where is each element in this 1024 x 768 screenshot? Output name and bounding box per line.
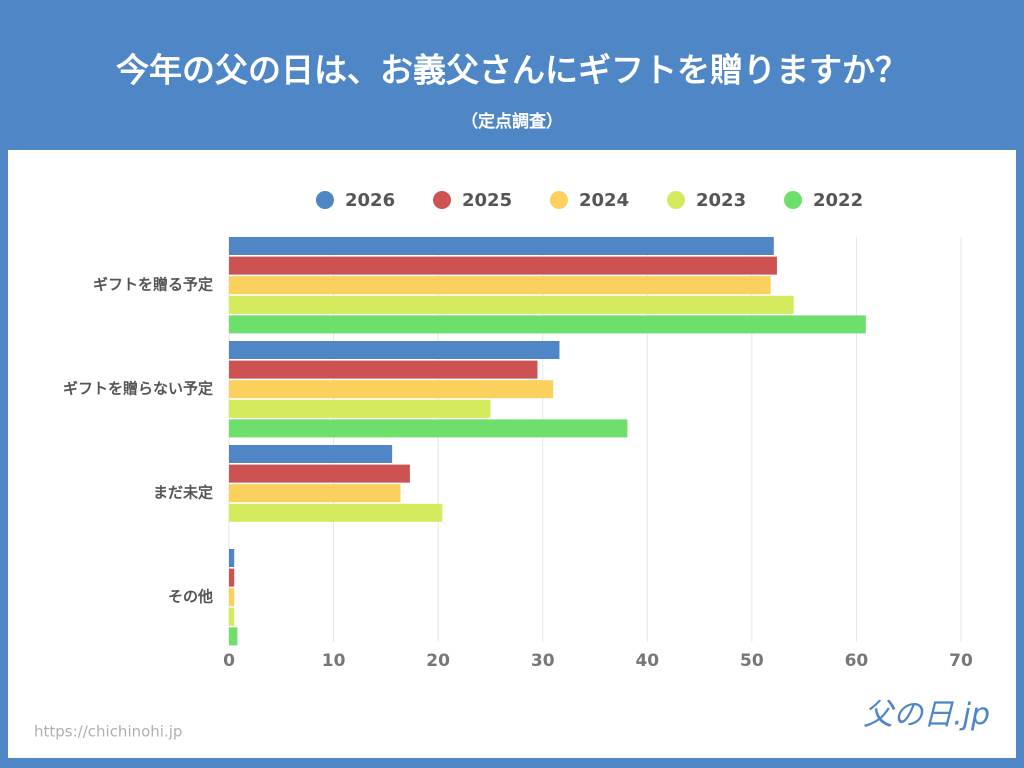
chart-title: 今年の父の日は、お義父さんにギフトを贈りますか？ (116, 51, 908, 90)
x-tick-label: 30 (531, 651, 555, 671)
bar (229, 276, 771, 295)
bar (229, 568, 235, 587)
legend-marker (550, 191, 568, 209)
bar (229, 588, 235, 607)
bar (229, 315, 866, 334)
bar (229, 341, 560, 359)
bar (229, 503, 443, 522)
legend-label: 2024 (579, 190, 629, 211)
logo: 父の日.jp (863, 698, 990, 733)
bar (229, 464, 410, 483)
bar (229, 360, 538, 379)
bar (229, 419, 628, 438)
x-tick-label: 40 (635, 651, 659, 671)
bar (229, 445, 393, 463)
bar (229, 256, 777, 275)
legend-label: 2023 (696, 190, 746, 211)
legend-marker (316, 191, 334, 209)
legend-marker (433, 191, 451, 209)
x-tick-label: 50 (740, 651, 764, 671)
legend-label: 2022 (813, 190, 863, 211)
legend-label: 2026 (345, 190, 395, 211)
y-tick-label: まだ未定 (153, 484, 213, 502)
legend-label: 2025 (462, 190, 512, 211)
x-tick-label: 60 (845, 651, 869, 671)
bar (229, 607, 235, 626)
bar (229, 484, 401, 503)
x-tick-label: 70 (949, 651, 973, 671)
chart-subtitle: （定点調査） (461, 111, 563, 132)
bar (229, 380, 554, 399)
bar (229, 549, 235, 567)
footer-url: https://chichinohi.jp (34, 723, 182, 741)
y-tick-label: その他 (168, 588, 213, 606)
legend-marker (784, 191, 802, 209)
y-tick-label: ギフトを贈らない予定 (63, 380, 213, 398)
bar (229, 295, 794, 314)
x-tick-label: 20 (426, 651, 450, 671)
y-tick-label: ギフトを贈る予定 (93, 276, 213, 294)
x-tick-label: 0 (223, 651, 235, 671)
bar (229, 399, 491, 418)
x-tick-label: 10 (322, 651, 346, 671)
bar (229, 237, 774, 255)
legend-marker (667, 191, 685, 209)
bar (229, 627, 238, 646)
